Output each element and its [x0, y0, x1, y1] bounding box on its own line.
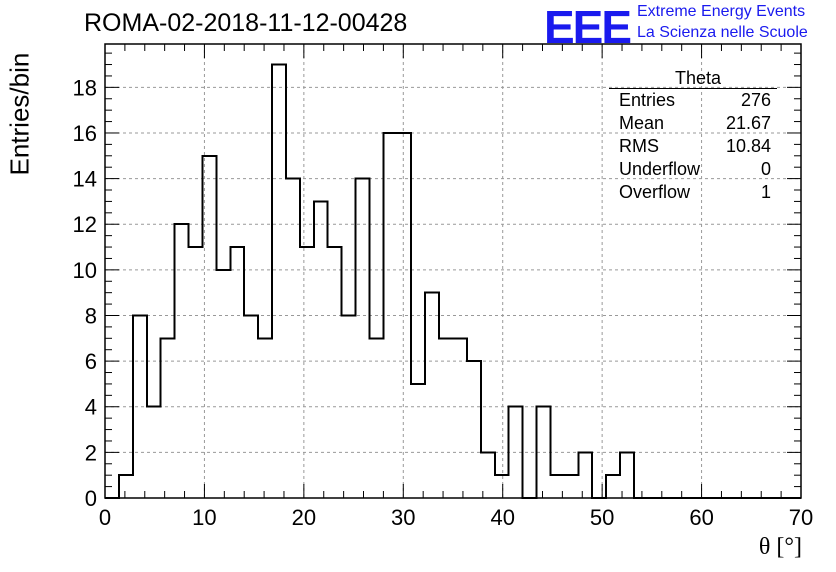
chart-title: ROMA-02-2018-11-12-00428	[84, 9, 408, 37]
y-tick-label: 4	[85, 395, 97, 420]
logo-text-line2: La Scienza nelle Scuole	[637, 24, 808, 41]
x-tick-label: 20	[292, 505, 316, 530]
y-tick-label: 8	[85, 303, 97, 328]
stats-row-underflow: Underflow 0	[609, 158, 777, 181]
y-tick-label: 12	[73, 212, 97, 237]
stats-value: 21.67	[725, 113, 771, 133]
stats-row-overflow: Overflow 1	[609, 181, 777, 204]
stats-value: 0	[760, 159, 771, 179]
x-tick-label: 0	[99, 505, 111, 530]
stats-label: Overflow	[619, 182, 691, 202]
y-tick-label: 16	[73, 121, 97, 146]
eee-logo: EEE	[544, 1, 632, 53]
x-tick-label: 40	[490, 505, 514, 530]
stats-label: Entries	[619, 90, 676, 110]
y-tick-label: 6	[85, 349, 97, 374]
plot-frame	[104, 43, 802, 499]
stats-value: 10.84	[725, 136, 771, 156]
stats-row-rms: RMS 10.84	[609, 135, 777, 158]
stats-row-mean: Mean 21.67	[609, 112, 777, 135]
x-tick-label: 30	[391, 505, 415, 530]
stats-value: 276	[740, 90, 771, 110]
stats-title: Theta	[609, 68, 777, 89]
stats-label: Mean	[619, 113, 665, 133]
x-tick-label: 50	[590, 505, 614, 530]
y-tick-label: 14	[73, 167, 97, 192]
y-tick-label: 0	[85, 486, 97, 511]
x-axis-label: θ [°]	[758, 534, 802, 560]
y-tick-label: 2	[85, 440, 97, 465]
x-tick-label: 70	[789, 505, 813, 530]
logo-text-line1: Extreme Energy Events	[637, 3, 806, 20]
stats-box: Theta Entries 276 Mean 21.67 RMS 10.84 Unde…	[609, 68, 777, 204]
stats-label: RMS	[619, 136, 659, 156]
stats-row-entries: Entries 276	[609, 89, 777, 112]
stats-label: Underflow	[619, 159, 701, 179]
y-tick-label: 10	[73, 258, 97, 283]
y-axis-label: Entries/bin	[4, 52, 35, 176]
x-tick-label: 60	[689, 505, 713, 530]
y-tick-label: 18	[73, 75, 97, 100]
x-tick-label: 10	[192, 505, 216, 530]
stats-value: 1	[760, 182, 771, 202]
histogram-series	[105, 63, 801, 499]
